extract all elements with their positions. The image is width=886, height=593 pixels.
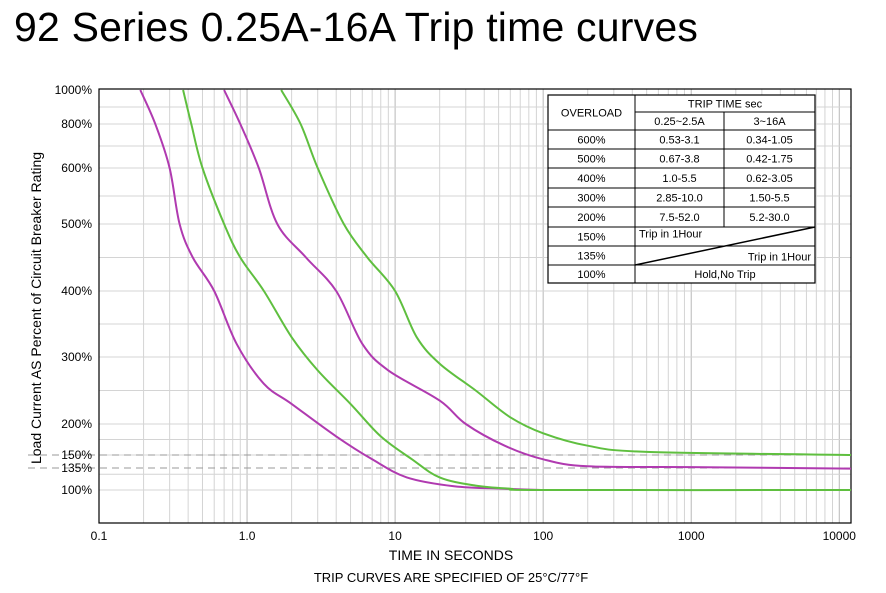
- y-tick-label: 600%: [61, 161, 92, 175]
- table-cell-trip-note: Trip in 1Hour: [639, 229, 703, 241]
- table-cell-range-a: 0.67-3.8: [659, 154, 699, 166]
- table-frame: [547, 94, 816, 284]
- table-cell-hold: Hold,No Trip: [694, 269, 755, 281]
- table-cell-overload: 600%: [577, 135, 605, 147]
- trip-curve-3: [223, 89, 852, 470]
- table-cell-range-a: 7.5-52.0: [659, 212, 699, 224]
- table-cell-overload: 400%: [577, 173, 605, 185]
- table-cell-trip-note: Trip in 1Hour: [748, 252, 812, 264]
- table-cell-range-b: 0.62-3.05: [746, 173, 792, 185]
- y-tick-label: 400%: [61, 284, 92, 298]
- x-tick-label: 100: [533, 529, 553, 543]
- table-cell-range-a: 0.53-3.1: [659, 135, 699, 147]
- table-cell-overload: 200%: [577, 212, 605, 224]
- y-axis-label: Load Current AS Percent of Circuit Break…: [28, 152, 44, 464]
- y-tick-label: 150%: [61, 448, 92, 462]
- temperature-note: TRIP CURVES ARE SPECIFIED OF 25°C/77°F: [314, 570, 588, 585]
- table-cell-overload: 135%: [577, 251, 605, 263]
- table-cell-range-b: 0.34-1.05: [746, 135, 792, 147]
- table-header-range-a: 0.25~2.5A: [654, 116, 705, 128]
- table-cell-overload: 100%: [577, 269, 605, 281]
- table-cell-range-b: 5.2-30.0: [749, 212, 789, 224]
- y-tick-label: 200%: [61, 417, 92, 431]
- plot-frame: [98, 88, 852, 524]
- y-tick-label: 135%: [61, 461, 92, 475]
- y-tick-label: 500%: [61, 217, 92, 231]
- x-tick-label: 10000: [823, 529, 857, 543]
- x-tick-label: 0.1: [91, 529, 108, 543]
- trip-curve-2: [182, 89, 852, 492]
- chart-title: 92 Series 0.25A-16A Trip time curves: [14, 4, 699, 50]
- table-header-trip-time: TRIP TIME sec: [688, 99, 763, 111]
- table-cell-range-b: 0.42-1.75: [746, 154, 792, 166]
- x-tick-label: 1.0: [239, 529, 256, 543]
- table-cell-overload: 300%: [577, 193, 605, 205]
- table-cell-overload: 500%: [577, 154, 605, 166]
- y-tick-label: 1000%: [55, 83, 93, 97]
- table-diagonal: [634, 226, 816, 266]
- y-tick-label: 100%: [61, 483, 92, 497]
- series-group: [139, 89, 852, 492]
- y-tick-labels: 100% 135%150% 200% 300% 400% 500% 600% 800% 1000…: [55, 83, 93, 497]
- table-header-range-b: 3~16A: [753, 116, 786, 128]
- table-header-overload: OVERLOAD: [561, 108, 622, 120]
- x-tick-labels: 0.1 1.0 10 100 1000 10000: [91, 529, 857, 543]
- x-tick-label: 1000: [678, 529, 705, 543]
- trip-time-table: OVERLOAD TRIP TIME sec 0.25~2.5A 3~16A 600% 0…: [547, 94, 816, 284]
- table-cell-range-a: 2.85-10.0: [656, 193, 702, 205]
- table-cell-range-b: 1.50-5.5: [749, 193, 789, 205]
- x-axis-label: TIME IN SECONDS: [389, 547, 513, 563]
- trip-curve-4: [280, 89, 852, 456]
- y-tick-label: 800%: [61, 117, 92, 131]
- x-tick-label: 10: [388, 529, 402, 543]
- table-cell-overload: 150%: [577, 232, 605, 244]
- grid: [98, 89, 851, 523]
- trip-curve-1: [139, 89, 544, 491]
- y-tick-label: 300%: [61, 350, 92, 364]
- table-cell-range-a: 1.0-5.5: [662, 173, 696, 185]
